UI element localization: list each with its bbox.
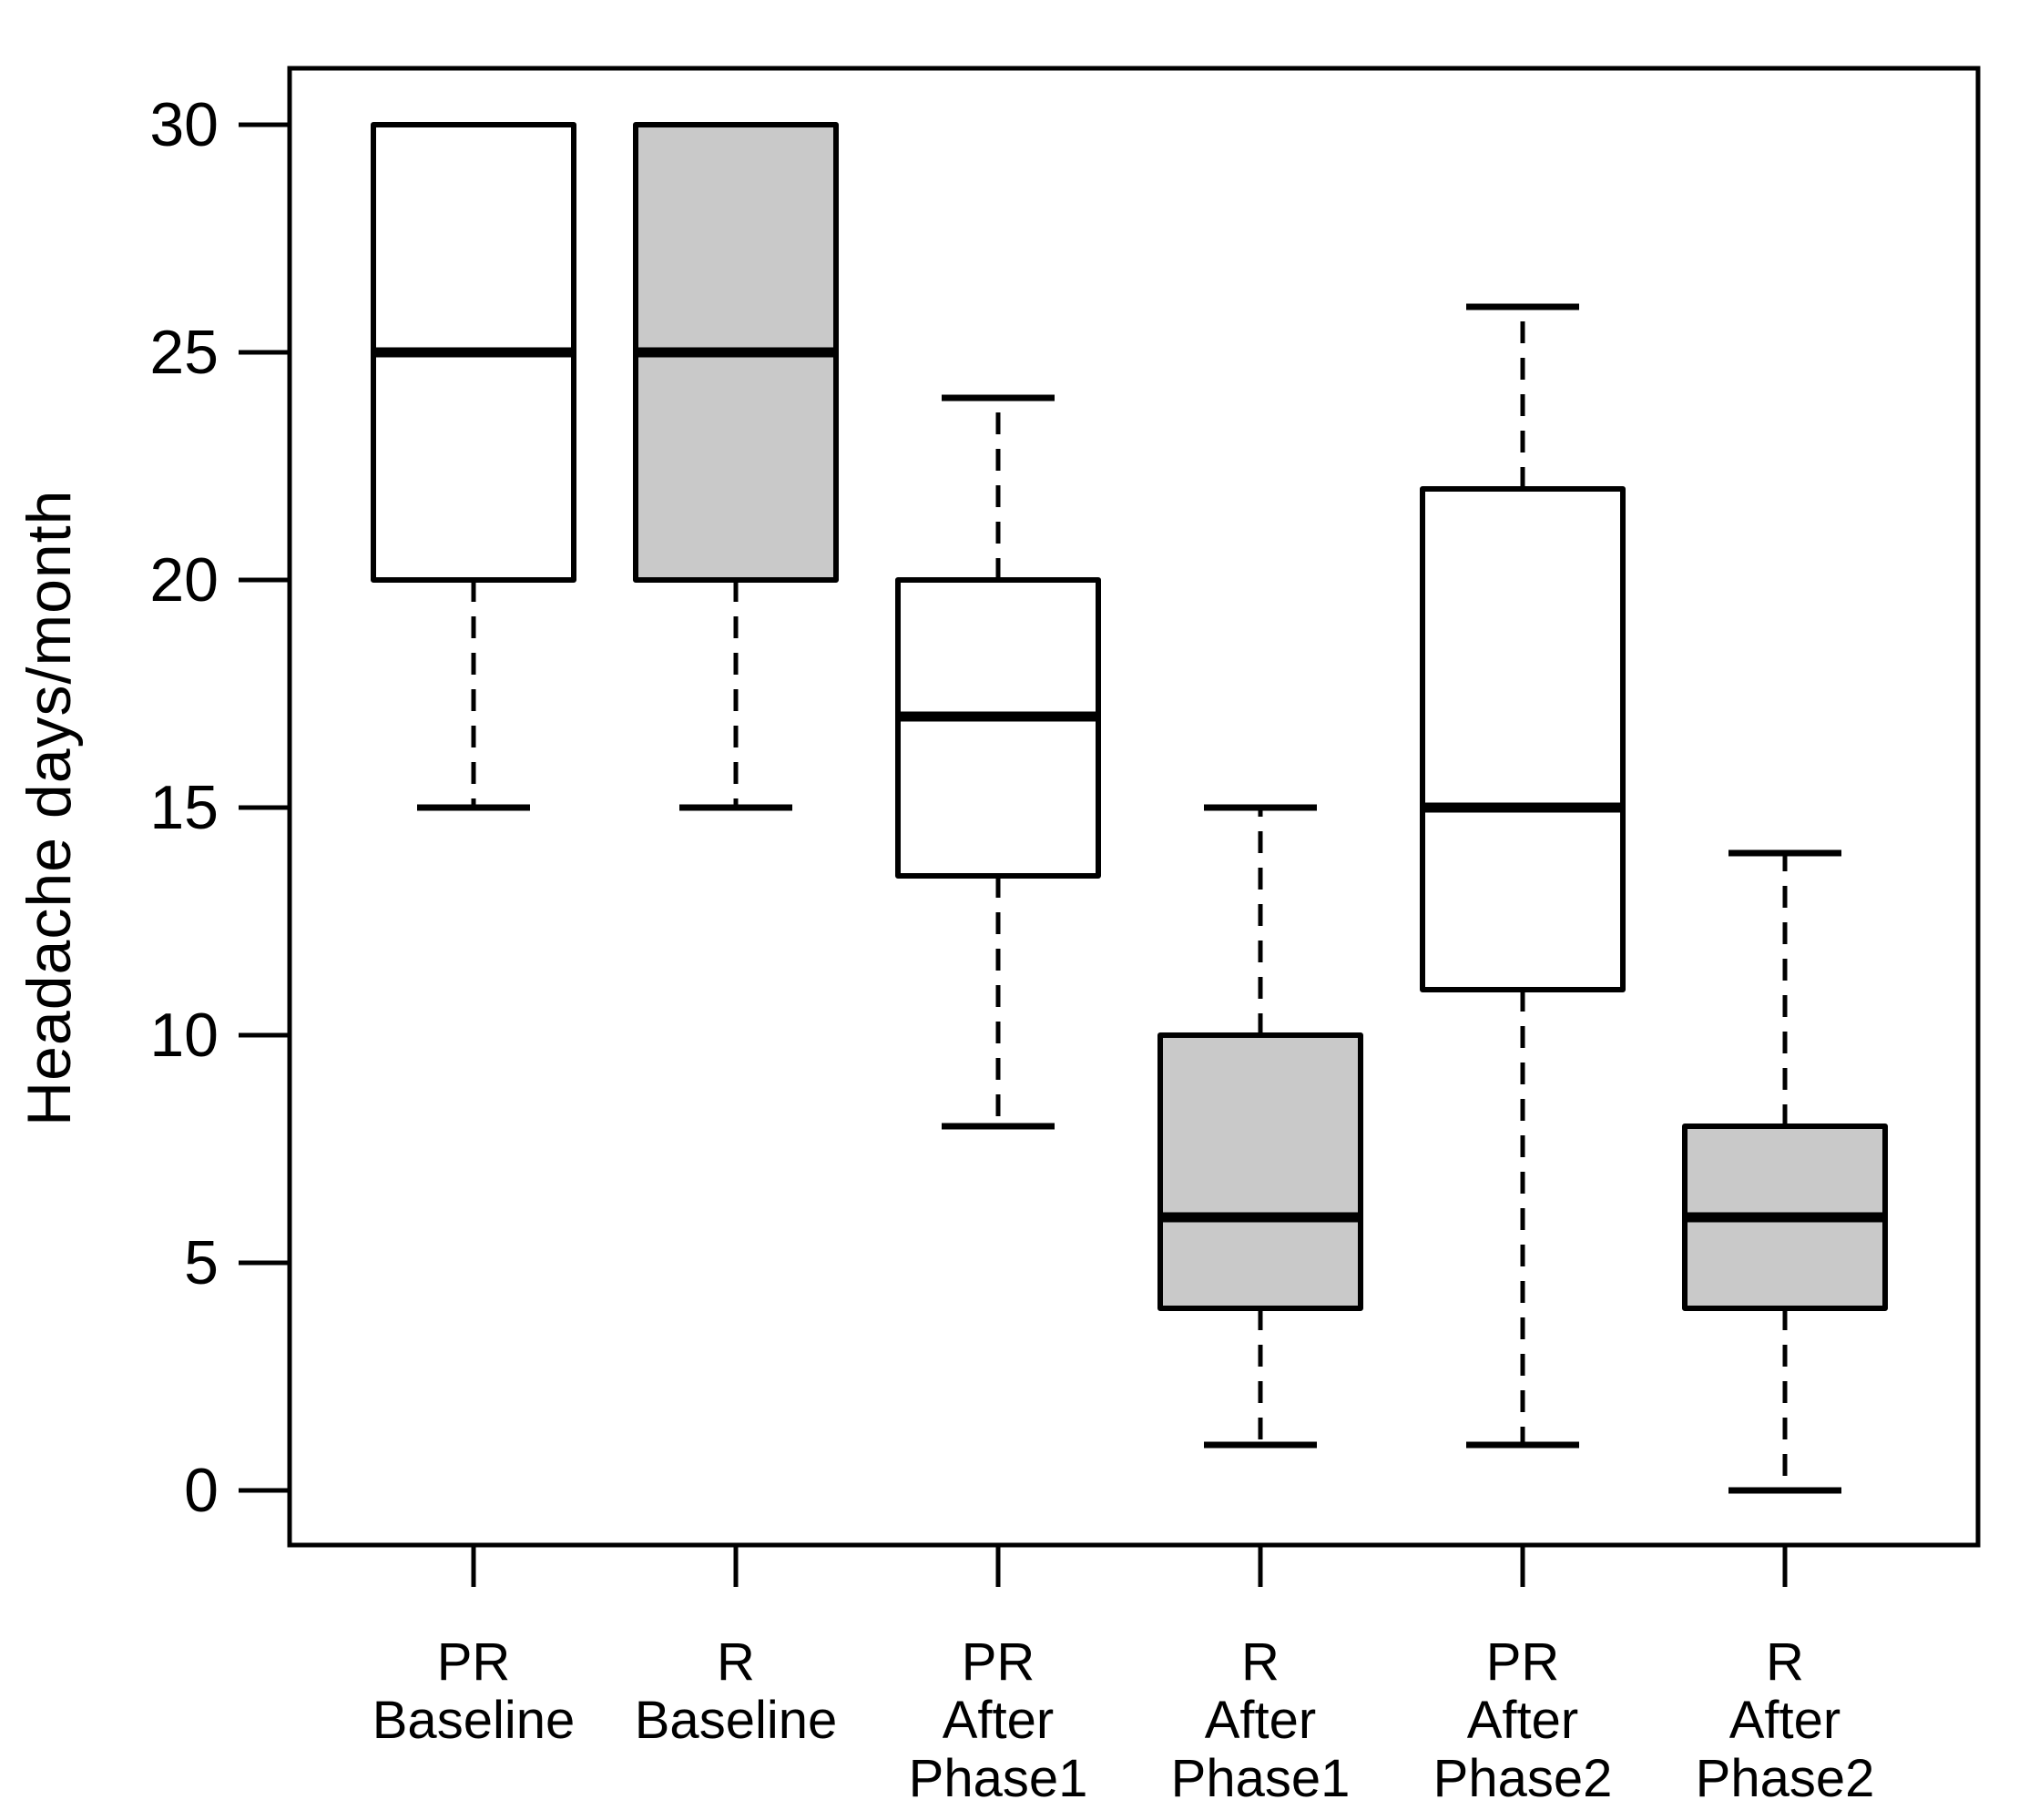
y-tick-label: 5 <box>184 1228 219 1297</box>
box-pr-after-phase1 <box>895 577 1101 879</box>
x-tick-label-pr-after-phase1: PR After Phase1 <box>909 1632 1088 1808</box>
x-tick-label-pr-baseline: PR Baseline <box>372 1632 575 1750</box>
box-pr-after-phase2 <box>1420 486 1626 992</box>
x-tick-label-pr-after-phase2: PR After Phase2 <box>1433 1632 1613 1808</box>
y-tick-label: 15 <box>149 773 219 842</box>
y-tick-label: 20 <box>149 545 219 615</box>
y-tick-label: 10 <box>149 1001 219 1070</box>
y-tick-label: 30 <box>149 90 219 159</box>
x-tick-label-r-after-phase1: R After Phase1 <box>1171 1632 1351 1808</box>
box-r-after-phase1 <box>1157 1032 1363 1311</box>
x-tick-label-r-baseline: R Baseline <box>635 1632 837 1750</box>
y-tick-label: 25 <box>149 318 219 387</box>
y-tick-label: 0 <box>184 1456 219 1525</box>
y-axis-title: Headache days/month <box>15 489 84 1126</box>
x-tick-label-r-after-phase2: R After Phase2 <box>1696 1632 1875 1808</box>
